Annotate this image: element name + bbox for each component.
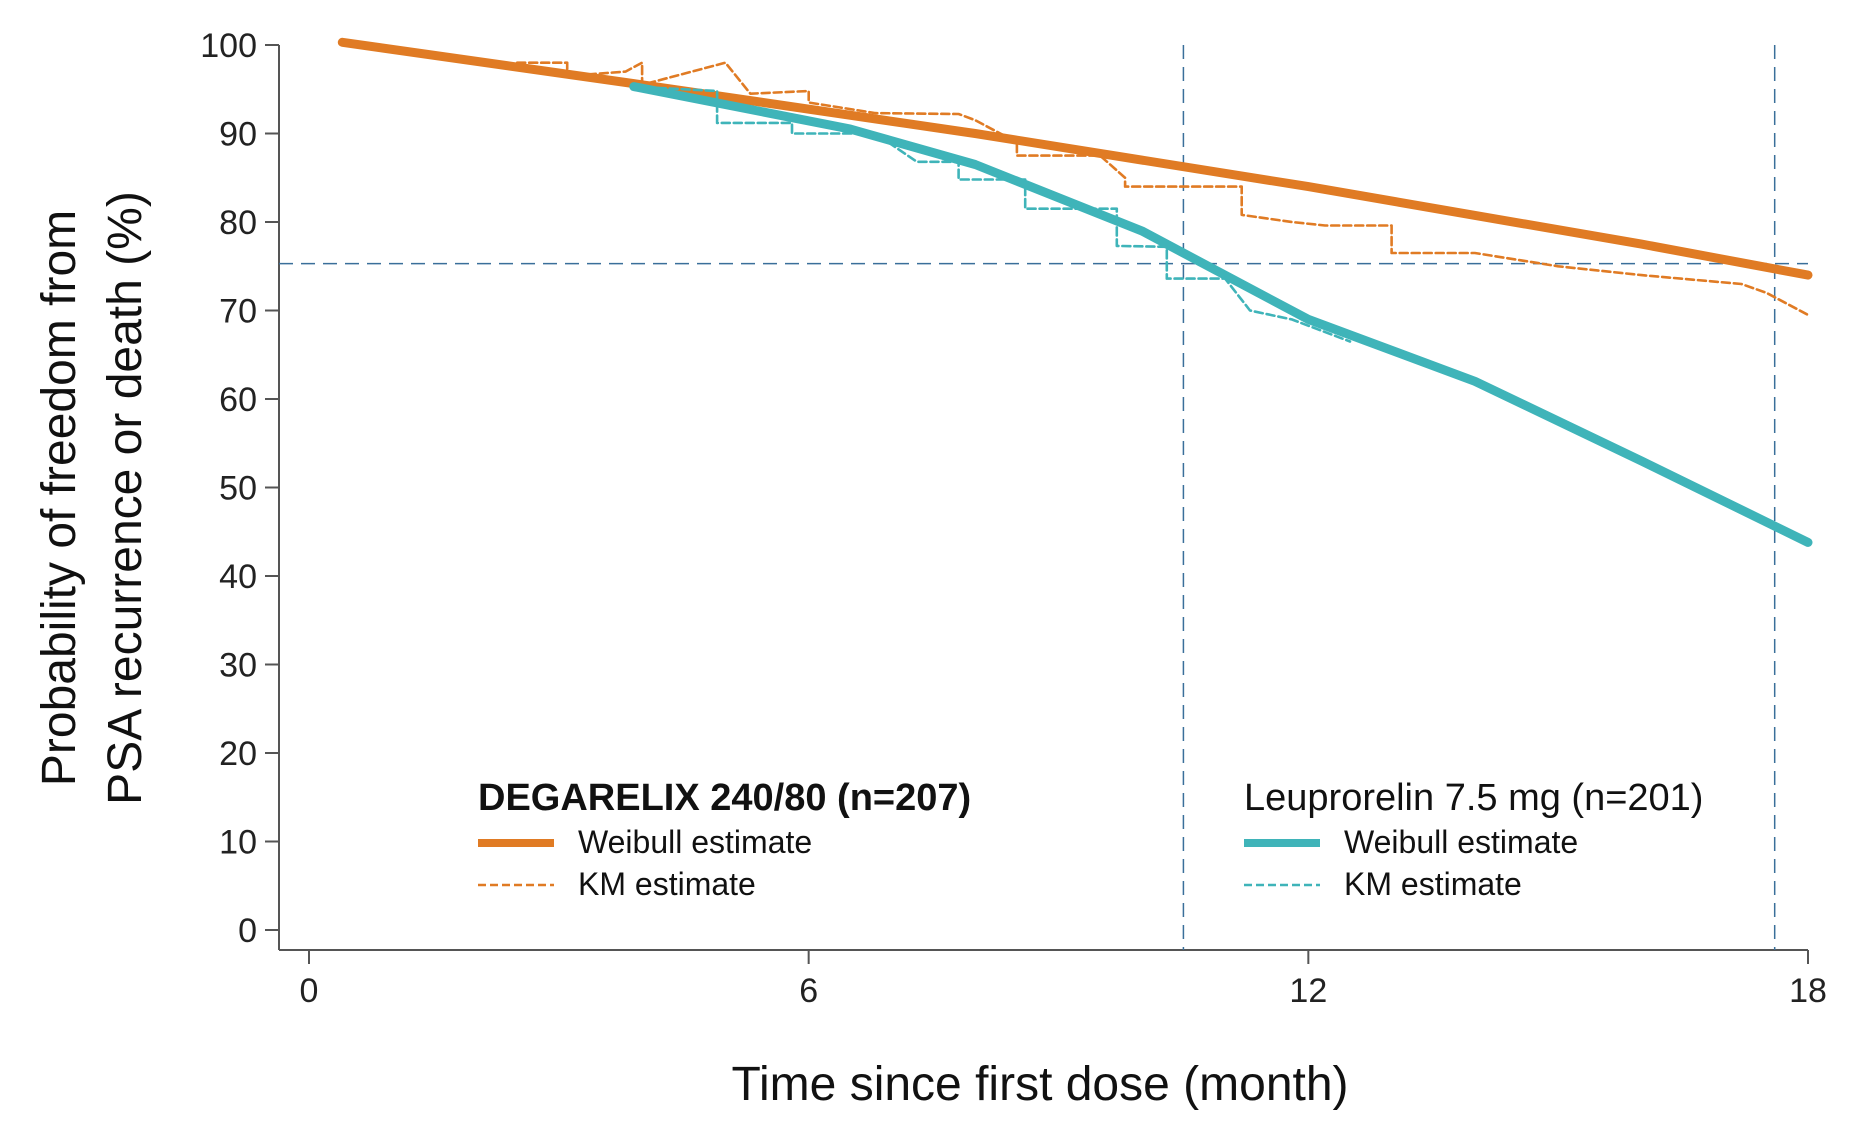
y-tick-label: 60 (219, 381, 257, 419)
y-axis-ticks: 0 10 20 30 40 50 60 70 80 90 100 (200, 27, 279, 950)
legend-entry-label: KM estimate (578, 866, 756, 902)
legend: DEGARELIX 240/80 (n=207) Weibull estimate… (478, 777, 1703, 902)
legend-group-title: Leuprorelin 7.5 mg (n=201) (1244, 777, 1703, 819)
legend-group-leuprorelin: Leuprorelin 7.5 mg (n=201) Weibull estima… (1244, 777, 1703, 902)
legend-group-title: DEGARELIX 240/80 (n=207) (478, 777, 971, 819)
y-tick-label: 40 (219, 558, 257, 596)
plot-area (278, 45, 1808, 951)
y-axis-title-line1: Probability of freedom from (33, 210, 86, 786)
legend-entry-label: KM estimate (1344, 866, 1522, 902)
degarelix-weibull-line (337, 37, 1813, 280)
leuprorelin-weibull-line (629, 82, 1813, 547)
x-tick-label: 12 (1289, 972, 1327, 1010)
x-tick-label: 6 (799, 972, 818, 1010)
y-tick-label: 50 (219, 470, 257, 508)
legend-entry-label: Weibull estimate (1344, 824, 1578, 860)
reference-lines (279, 45, 1808, 950)
y-tick-label: 70 (219, 293, 257, 331)
y-axis-title: Probability of freedom from PSA recurren… (33, 191, 152, 805)
x-tick-label: 18 (1789, 972, 1827, 1010)
x-axis-title: Time since first dose (month) (731, 1058, 1348, 1111)
legend-group-degarelix: DEGARELIX 240/80 (n=207) Weibull estimate… (478, 777, 971, 902)
series-layer (337, 37, 1813, 547)
y-tick-label: 0 (238, 912, 257, 950)
y-tick-label: 10 (219, 824, 257, 862)
y-tick-label: 100 (200, 27, 257, 65)
y-tick-label: 80 (219, 204, 257, 242)
x-axis-ticks: 0 6 12 18 (300, 950, 1827, 1010)
y-tick-label: 30 (219, 647, 257, 685)
legend-entry-label: Weibull estimate (578, 824, 812, 860)
y-tick-label: 20 (219, 735, 257, 773)
y-tick-label: 90 (219, 116, 257, 154)
y-axis-title-line2: PSA recurrence or death (%) (99, 191, 152, 805)
x-tick-label: 0 (300, 972, 319, 1010)
